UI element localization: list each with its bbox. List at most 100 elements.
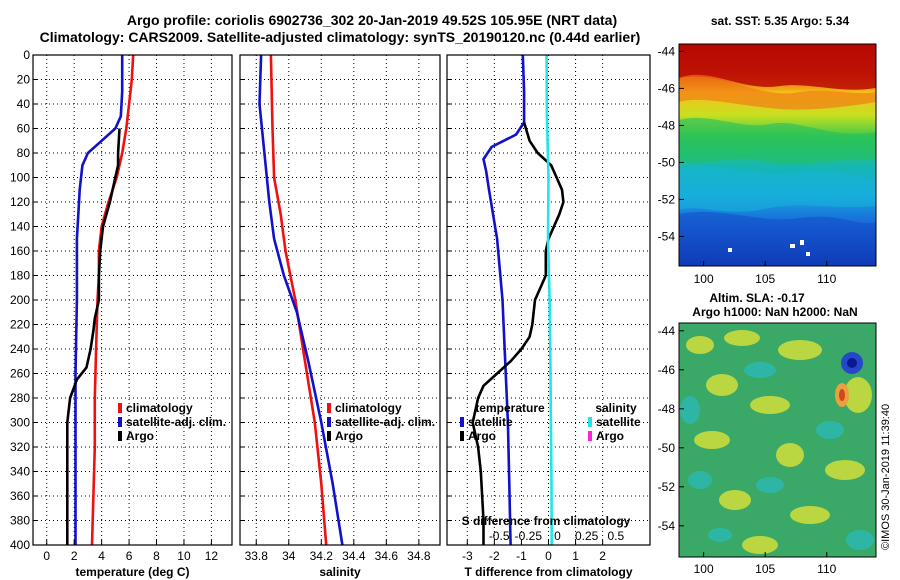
y-tick-label: 280: [10, 391, 30, 405]
series-climatology: [90, 54, 135, 546]
legend-swatch: [588, 417, 592, 427]
header-line1: Argo profile: coriolis 6902736_302 20-Ja…: [127, 12, 617, 28]
y-tick-label: 80: [17, 146, 31, 160]
x-axis-label: salinity: [319, 565, 361, 579]
sla-cyan-blobs: [680, 362, 874, 550]
y-tick-label: 180: [10, 269, 30, 283]
top-tick-label: 0.5: [607, 529, 624, 543]
sst-map-frame: [678, 43, 877, 267]
legend-label: Argo: [335, 429, 363, 443]
y-tick-label: 400: [10, 538, 30, 552]
y-tick-label: 40: [17, 97, 31, 111]
sst-gap-4: [806, 252, 810, 256]
legend-label: climatology: [335, 401, 402, 415]
legend-group-title: salinity: [595, 401, 637, 415]
map-y-tick-label: -46: [658, 363, 676, 377]
sla-map: Altim. SLA: -0.17 Argo h1000: NaN h2000:…: [658, 291, 877, 576]
plot-frame: [32, 54, 233, 546]
x-tick-label: 1: [572, 549, 579, 563]
map-y-tick-label: -50: [658, 155, 676, 169]
sla-high-core: [839, 389, 845, 401]
series-t-argo: [471, 122, 565, 545]
legend-swatch: [118, 403, 122, 413]
x-tick-label: 33.8: [245, 549, 269, 563]
sst-map: sat. SST: 5.35 Argo: 5.34 100 105 110 -44 -4…: [658, 14, 877, 286]
top-axis-label: S difference from climatology: [462, 514, 631, 528]
x-axis-label: temperature (deg C): [75, 565, 189, 579]
x-tick-label: 2: [71, 549, 78, 563]
x-tick-label: 10: [177, 549, 191, 563]
map-y-tick-label: -54: [658, 519, 676, 533]
map-x-tick-label: 110: [817, 272, 836, 286]
sst-gap-3: [800, 240, 804, 245]
x-tick-label: -2: [489, 549, 500, 563]
x-tick-label: -1: [516, 549, 527, 563]
legend-label: satellite: [468, 415, 513, 429]
y-tick-label: 140: [10, 220, 30, 234]
y-tick-label: 160: [10, 244, 30, 258]
map-y-tick-label: -50: [658, 441, 676, 455]
series-climatology: [269, 54, 328, 546]
y-tick-label: 20: [17, 73, 31, 87]
legend-label: climatology: [126, 401, 193, 415]
sst-orange-band: [679, 76, 876, 110]
y-tick-label: 320: [10, 440, 30, 454]
map-y-tick-label: -52: [658, 480, 676, 494]
x-tick-label: 34.2: [310, 549, 334, 563]
map-y-tick-label: -52: [658, 192, 676, 206]
legend-label: satellite-adj. clim.: [126, 415, 226, 429]
sst-green-tongue: [679, 117, 876, 164]
sst-gap-2: [790, 244, 795, 248]
y-tick-label: 240: [10, 342, 30, 356]
map-x-tick-label: 110: [817, 562, 836, 576]
legend-swatch: [460, 417, 464, 427]
sla-map-axes: 100 105 110 -44 -46 -48 -50 -52 -54: [658, 324, 837, 576]
series-satellite-adj-clim-: [74, 55, 124, 545]
header-line2: Climatology: CARS2009. Satellite-adjuste…: [40, 29, 641, 45]
map-y-tick-label: -44: [658, 324, 676, 338]
map-y-tick-label: -48: [658, 118, 676, 132]
legend-swatch: [460, 431, 464, 441]
legend-swatch: [327, 417, 331, 427]
map-y-tick-label: -54: [658, 229, 676, 243]
sst-blue-band: [679, 211, 876, 266]
top-tick-label: -0.5: [489, 529, 510, 543]
sla-map-subtitle: Argo h1000: NaN h2000: NaN: [692, 305, 857, 319]
x-tick-label: -3: [462, 549, 473, 563]
legend-group-title: temperature: [475, 401, 545, 415]
y-tick-label: 120: [10, 195, 30, 209]
y-tick-label: 380: [10, 514, 30, 528]
x-axis-label: T difference from climatology: [464, 565, 632, 579]
x-tick-label: 0: [545, 549, 552, 563]
series-t-satellite: [482, 54, 526, 546]
map-y-tick-label: -44: [658, 44, 676, 58]
map-x-tick-label: 100: [694, 562, 714, 576]
y-tick-label: 260: [10, 367, 30, 381]
y-tick-label: 100: [10, 171, 30, 185]
sla-yellow-blobs: [686, 330, 872, 554]
difference-panel: -3 -2 -1 0 1 2T difference from climatologyte…: [446, 54, 651, 579]
y-tick-label: 200: [10, 293, 30, 307]
sst-cyan-band: [679, 166, 876, 212]
x-tick-label: 34: [282, 549, 296, 563]
y-tick-label: 360: [10, 489, 30, 503]
legend-swatch: [588, 431, 592, 441]
map-x-tick-label: 100: [694, 272, 714, 286]
legend-swatch: [118, 431, 122, 441]
x-tick-label: 34.4: [342, 549, 366, 563]
legend-swatch: [118, 417, 122, 427]
sst-map-title: sat. SST: 5.35 Argo: 5.34: [711, 14, 850, 28]
sla-map-frame: [678, 322, 877, 558]
sst-map-axes: 100 105 110 -44 -46 -48 -50 -52 -54: [658, 44, 837, 286]
legend-swatch: [327, 431, 331, 441]
legend-label: Argo: [126, 429, 154, 443]
y-tick-label: 220: [10, 318, 30, 332]
x-tick-label: 0: [43, 549, 50, 563]
series-argo: [66, 128, 121, 545]
salinity-panel: 33.8 34 34.2 34.4 34.6 34.8 salinity climatolog…: [239, 54, 441, 579]
temperature-panel: 0 2 4 6 8 10 12 temperature (deg C) 0 20 40 60 80 100…: [10, 48, 233, 579]
map-y-tick-label: -48: [658, 402, 676, 416]
legend-label: satellite-adj. clim.: [335, 415, 435, 429]
map-y-tick-label: -46: [658, 81, 676, 95]
